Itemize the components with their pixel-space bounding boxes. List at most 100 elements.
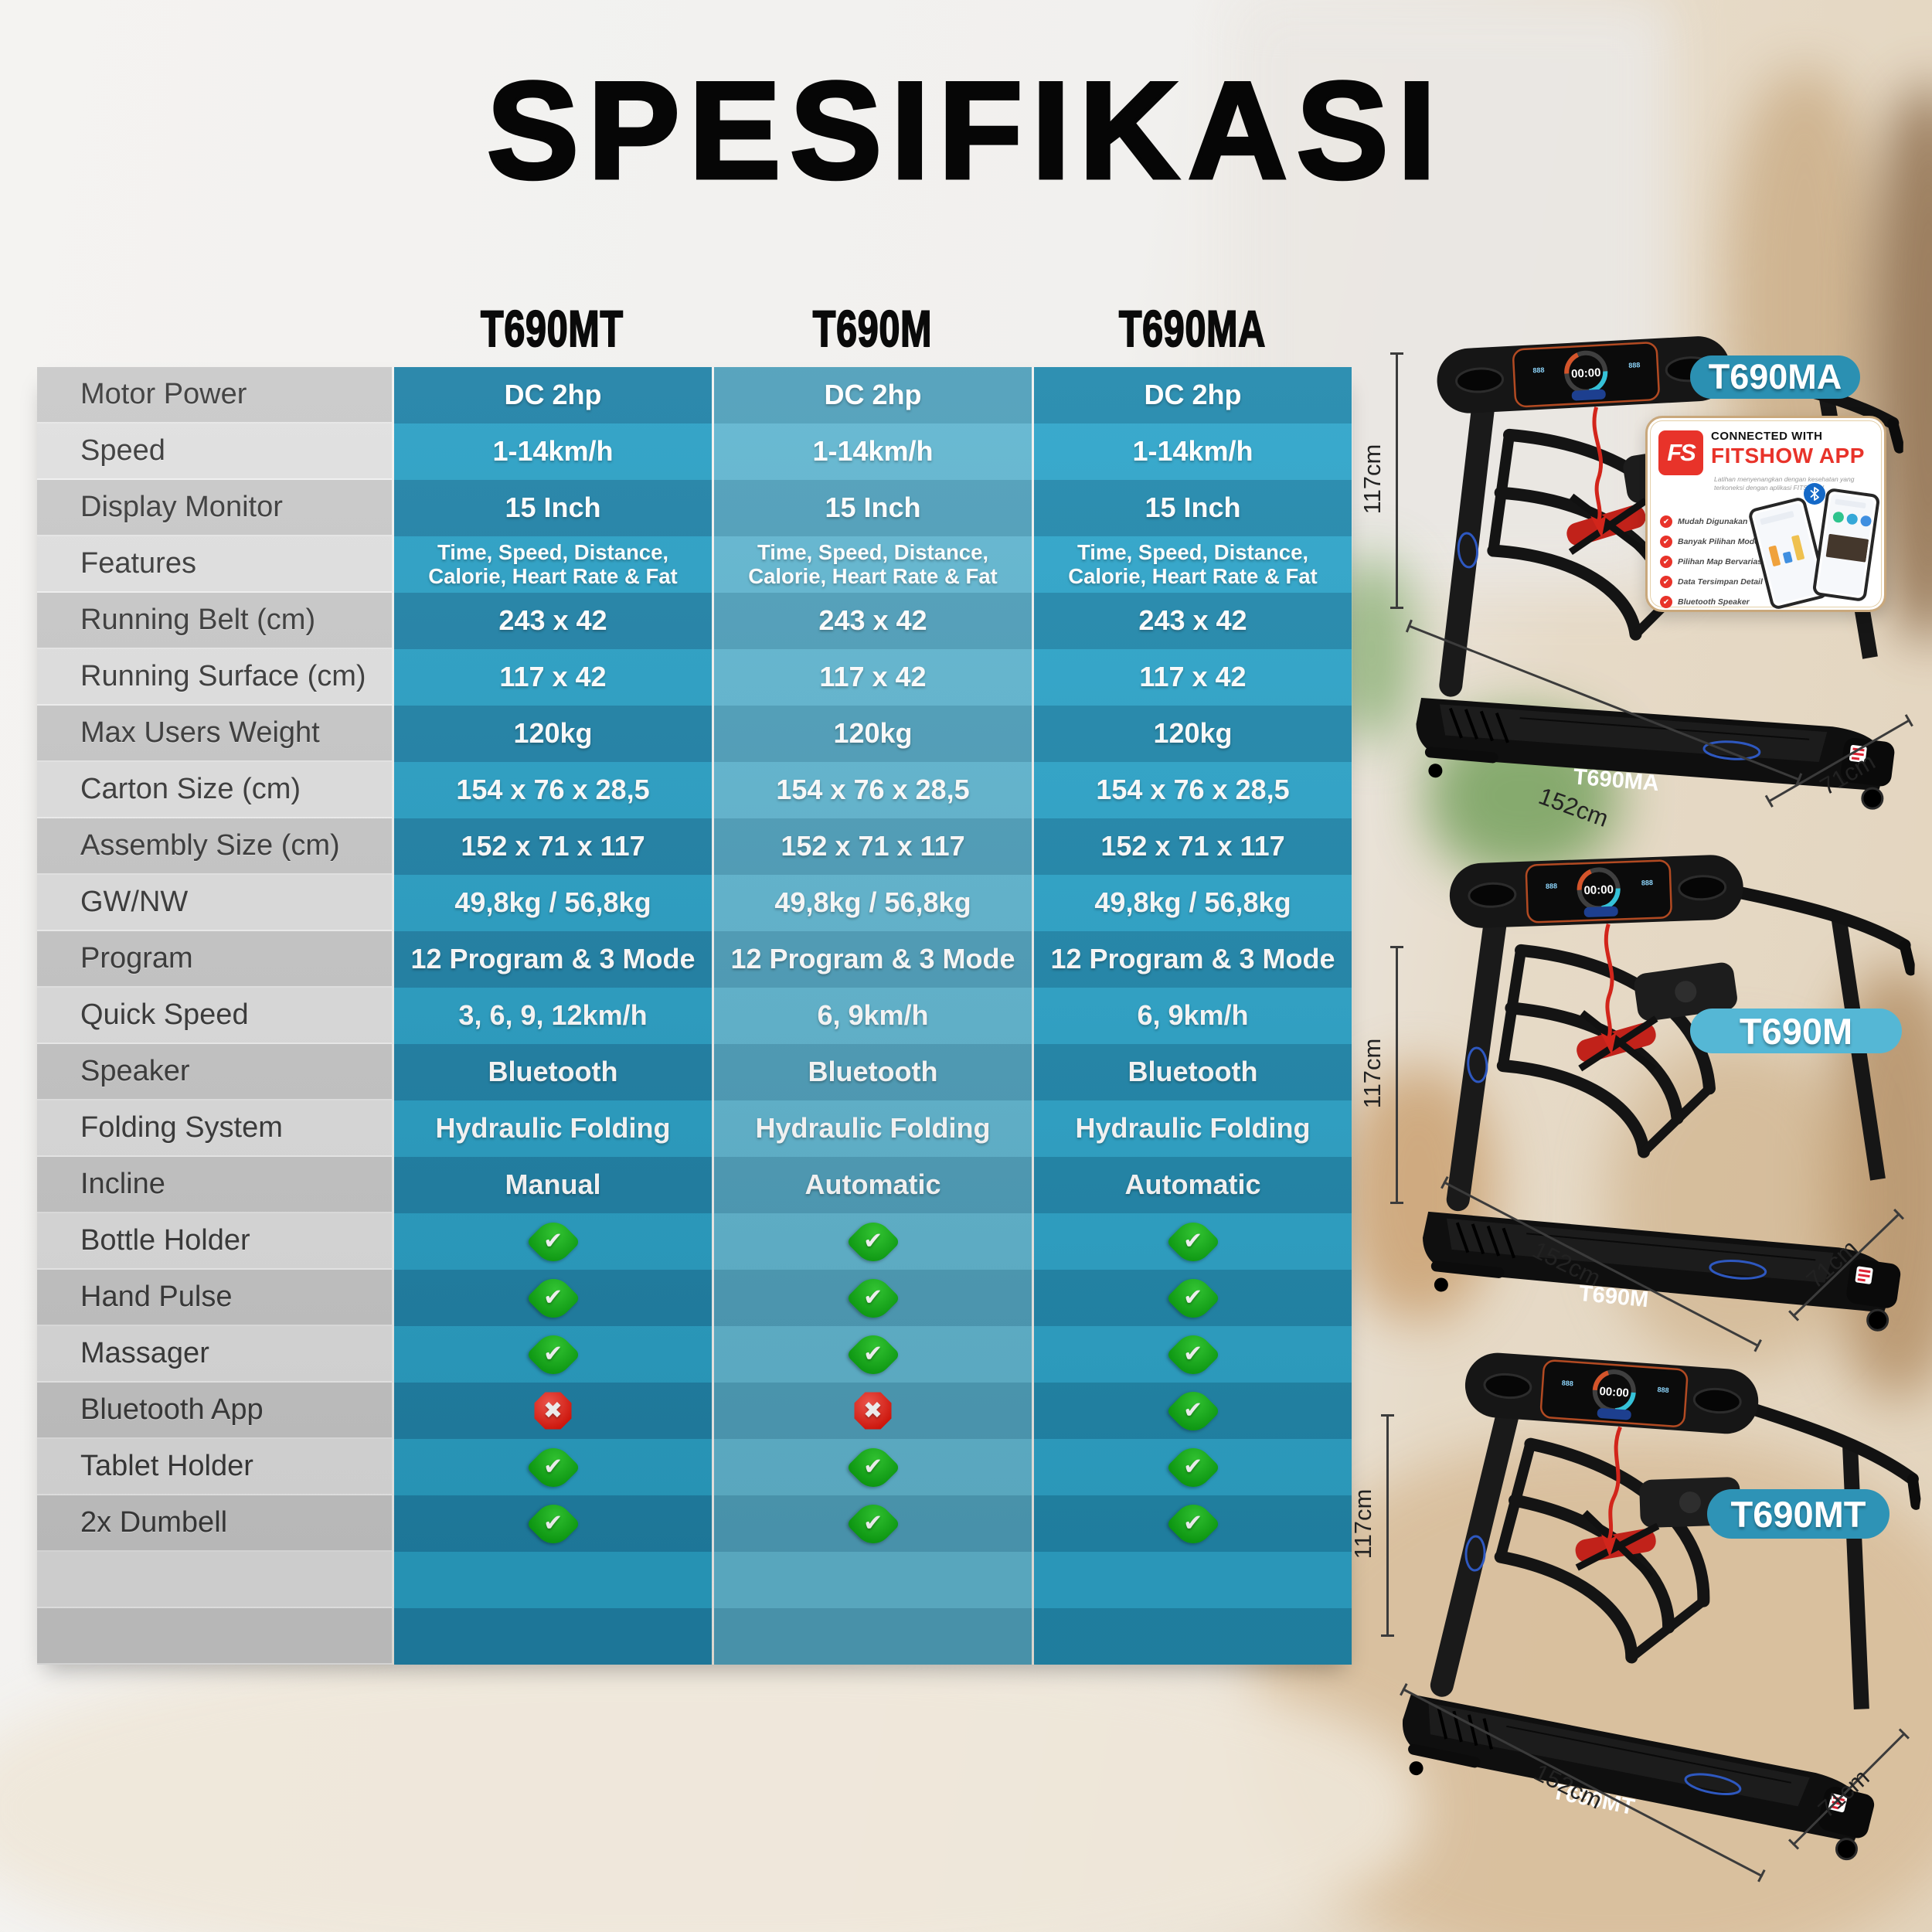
spec-value: 49,8kg / 56,8kg (714, 875, 1032, 931)
treadmill-illustration: 00:00 888 888 T690MA (1416, 336, 1905, 810)
spec-value: ✔ (394, 1326, 712, 1383)
spec-value: 15 Inch (1034, 480, 1352, 536)
row-label: Massager (37, 1326, 392, 1383)
model-badge-t690ma: T690MA (1690, 355, 1860, 399)
row-label: Display Monitor (37, 480, 392, 536)
dimension-label-length: 152cm (1528, 1236, 1605, 1292)
spec-value: 117 x 42 (1034, 649, 1352, 706)
dimension-label-width: 71cm (1801, 1234, 1863, 1294)
row-label: Speaker (37, 1044, 392, 1100)
column-header-label: T690MA (1118, 300, 1266, 358)
dimension-label-height: 117cm (1349, 1488, 1376, 1560)
row-label: Program (37, 931, 392, 988)
spec-value: 152 x 71 x 117 (394, 818, 712, 875)
fitshow-app-card: FS CONNECTED WITH FITSHOW APP Latihan me… (1645, 416, 1886, 612)
spec-value: 154 x 76 x 28,5 (394, 762, 712, 818)
spec-value: 12 Program & 3 Mode (714, 931, 1032, 988)
svg-text:00:00: 00:00 (1583, 883, 1614, 897)
treadmill-photo-t690m: 00:00 888 888 T690M (1392, 831, 1919, 1343)
bg-plant (1426, 715, 1619, 877)
bluetooth-icon (1804, 483, 1825, 505)
fitshow-feature-label: Mudah Digunakan (1678, 517, 1748, 526)
svg-text:888: 888 (1657, 1386, 1669, 1394)
spec-value: ✔ (714, 1270, 1032, 1326)
check-icon: ✔ (1660, 515, 1672, 528)
spec-value: ✖ (394, 1383, 712, 1439)
check-icon: ✔ (1660, 596, 1672, 608)
row-label (37, 1552, 392, 1608)
spec-value: 1-14km/h (1034, 423, 1352, 480)
dimension-line-width (1791, 1732, 1906, 1846)
column-header-label: T690MT (480, 300, 624, 358)
bg-floor (1252, 1437, 1932, 1932)
row-label: Hand Pulse (37, 1270, 392, 1326)
check-icon: ✔ (1165, 1270, 1220, 1325)
spec-value: ✖ (714, 1383, 1032, 1439)
spec-value: 120kg (1034, 706, 1352, 762)
check-icon: ✔ (845, 1327, 900, 1382)
row-label: Tablet Holder (37, 1439, 392, 1495)
spec-value: 243 x 42 (394, 593, 712, 649)
svg-text:888: 888 (1532, 366, 1545, 375)
dimension-label-length: 152cm (1535, 782, 1612, 832)
check-icon: ✔ (1165, 1383, 1220, 1438)
column-header-t690m: T690M (712, 298, 1032, 360)
spec-value: ✔ (714, 1495, 1032, 1552)
svg-text:00:00: 00:00 (1599, 1385, 1629, 1400)
fitshow-feature-label: Data Tersimpan Detail (1678, 577, 1763, 587)
cross-icon: ✖ (534, 1392, 572, 1430)
dimension-label-width: 71cm (1812, 1764, 1875, 1823)
bg-sofa (1341, 1066, 1495, 1321)
fitshow-tagline: Latihan menyenangkan dengan kesehatan ya… (1714, 475, 1855, 492)
check-icon: ✔ (526, 1214, 580, 1269)
spec-value: 152 x 71 x 117 (1034, 818, 1352, 875)
bg-furniture (1607, 1043, 1862, 1368)
spec-table: Motor Power DC 2hp DC 2hp DC 2hp Speed 1-14km… (37, 367, 1352, 1665)
check-icon: ✔ (845, 1270, 900, 1325)
spec-value (714, 1552, 1032, 1608)
spec-value: ✔ (394, 1495, 712, 1552)
svg-text:888: 888 (1562, 1379, 1574, 1387)
row-label: Assembly Size (cm) (37, 818, 392, 875)
dimension-label-height: 117cm (1359, 444, 1386, 515)
check-icon: ✔ (526, 1270, 580, 1325)
spec-value: 49,8kg / 56,8kg (394, 875, 712, 931)
treadmill-photo-t690mt: 00:00 888 888 T690MT (1363, 1313, 1932, 1874)
spec-value: ✔ (394, 1439, 712, 1495)
dimension-label-height: 117cm (1359, 1038, 1386, 1109)
spec-value: 117 x 42 (394, 649, 712, 706)
spec-value: 243 x 42 (714, 593, 1032, 649)
column-header-t690mt: T690MT (392, 298, 712, 360)
phone-mockup (1811, 487, 1881, 603)
svg-text:888: 888 (1641, 879, 1653, 887)
spec-value: DC 2hp (714, 367, 1032, 423)
spec-value: DC 2hp (1034, 367, 1352, 423)
row-label: Bottle Holder (37, 1213, 392, 1270)
fitshow-feature-list: ✔ Mudah Digunakan ✔ Banyak Pilihan Mode Lat… (1660, 515, 1790, 608)
spec-value: Hydraulic Folding (394, 1100, 712, 1157)
bg-floor (0, 1638, 1422, 1932)
spec-value: 6, 9km/h (714, 988, 1032, 1044)
svg-text:T690MT: T690MT (1550, 1779, 1637, 1820)
spec-value: 15 Inch (714, 480, 1032, 536)
spec-value: 154 x 76 x 28,5 (1034, 762, 1352, 818)
spec-value: ✔ (1034, 1383, 1352, 1439)
fitshow-header: FS CONNECTED WITH FITSHOW APP (1658, 430, 1865, 475)
fitshow-feature-item: ✔ Banyak Pilihan Mode Latihan (1660, 536, 1790, 548)
dimension-line-height (1381, 1414, 1394, 1637)
spec-value (714, 1608, 1032, 1665)
page-title: SPESIFIKASI (485, 52, 1445, 209)
spec-value (394, 1608, 712, 1665)
row-label: 2x Dumbell (37, 1495, 392, 1552)
svg-text:888: 888 (1546, 882, 1557, 890)
spec-value: 120kg (714, 706, 1032, 762)
spec-value: 49,8kg / 56,8kg (1034, 875, 1352, 931)
spec-value (1034, 1608, 1352, 1665)
app-phones-illustration (1747, 483, 1881, 611)
spec-value (1034, 1552, 1352, 1608)
fitshow-feature-label: Bluetooth Speaker (1678, 597, 1750, 607)
connected-with-text: CONNECTED WITH (1711, 430, 1823, 443)
check-icon: ✔ (1165, 1214, 1220, 1269)
dimension-line-height (1390, 352, 1403, 609)
